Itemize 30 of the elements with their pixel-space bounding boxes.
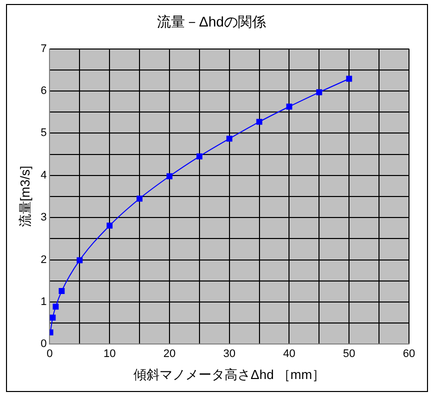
x-tick-label: 20 xyxy=(163,348,176,360)
point xyxy=(286,104,292,110)
y-tick-label: 4 xyxy=(40,169,47,182)
point xyxy=(106,222,113,229)
x-tick-label: 50 xyxy=(342,348,356,360)
y-tick-label: 3 xyxy=(40,212,47,224)
point xyxy=(76,257,83,264)
y-tick-label: 2 xyxy=(40,254,47,266)
x-tick-label: 40 xyxy=(283,348,296,360)
x-tick-label: 30 xyxy=(223,348,236,360)
chart-title: 流量－Δhdの関係 xyxy=(157,13,266,30)
y-tick-label: 0 xyxy=(40,338,47,350)
point xyxy=(166,173,172,180)
y-tick-label: 7 xyxy=(40,42,47,55)
point xyxy=(226,136,232,142)
y-tick-label: 1 xyxy=(40,296,47,308)
y-tick-label: 6 xyxy=(40,85,47,98)
point xyxy=(58,288,65,294)
point xyxy=(256,118,262,125)
point xyxy=(52,304,59,310)
point xyxy=(346,76,352,82)
point xyxy=(50,314,56,321)
x-tick-label: 60 xyxy=(402,348,416,360)
point xyxy=(196,153,202,160)
x-axis-title: 傾斜マノメータ高さΔhd ［mm］ xyxy=(134,366,326,382)
y-tick-label: 5 xyxy=(40,127,47,140)
x-tick-label: 10 xyxy=(103,348,116,360)
y-axis-title: 流量[m3/s] xyxy=(17,166,32,228)
point xyxy=(136,196,143,202)
point xyxy=(316,89,322,96)
